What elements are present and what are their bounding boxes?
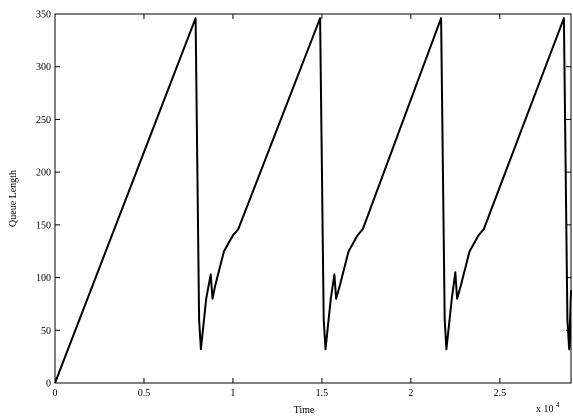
ticks-layer: 0 0.5 1 1.5 2 2.5 0 50 100 150 200 250 300 350	[36, 10, 571, 399]
x-tick-label: 0	[53, 388, 58, 399]
y-tick-label: 150	[36, 220, 51, 231]
y-axis-label: Queue Length	[8, 170, 19, 227]
x-axis-multiplier-base: x 10	[536, 404, 554, 415]
x-tick-label: 1	[230, 388, 235, 399]
y-tick-label: 300	[36, 62, 51, 73]
x-tick-label: 1.5	[316, 388, 329, 399]
y-tick-label: 200	[36, 168, 51, 179]
x-tick-label: 2.5	[494, 388, 507, 399]
x-axis-label: Time	[294, 405, 315, 416]
x-tick-label: 0.5	[138, 388, 151, 399]
y-tick-label: 350	[36, 10, 51, 21]
y-tick-label: 0	[46, 379, 51, 390]
y-tick-label: 50	[41, 326, 51, 337]
queue-length-series-line	[54, 17, 572, 384]
plot-area-frame	[54, 13, 572, 384]
x-tick-label: 2	[408, 388, 413, 399]
series-layer	[54, 17, 572, 384]
x-axis-multiplier: x 10 4	[536, 401, 560, 415]
y-tick-label: 250	[36, 115, 51, 126]
y-tick-label: 100	[36, 273, 51, 284]
x-axis-multiplier-exponent: 4	[556, 401, 560, 409]
